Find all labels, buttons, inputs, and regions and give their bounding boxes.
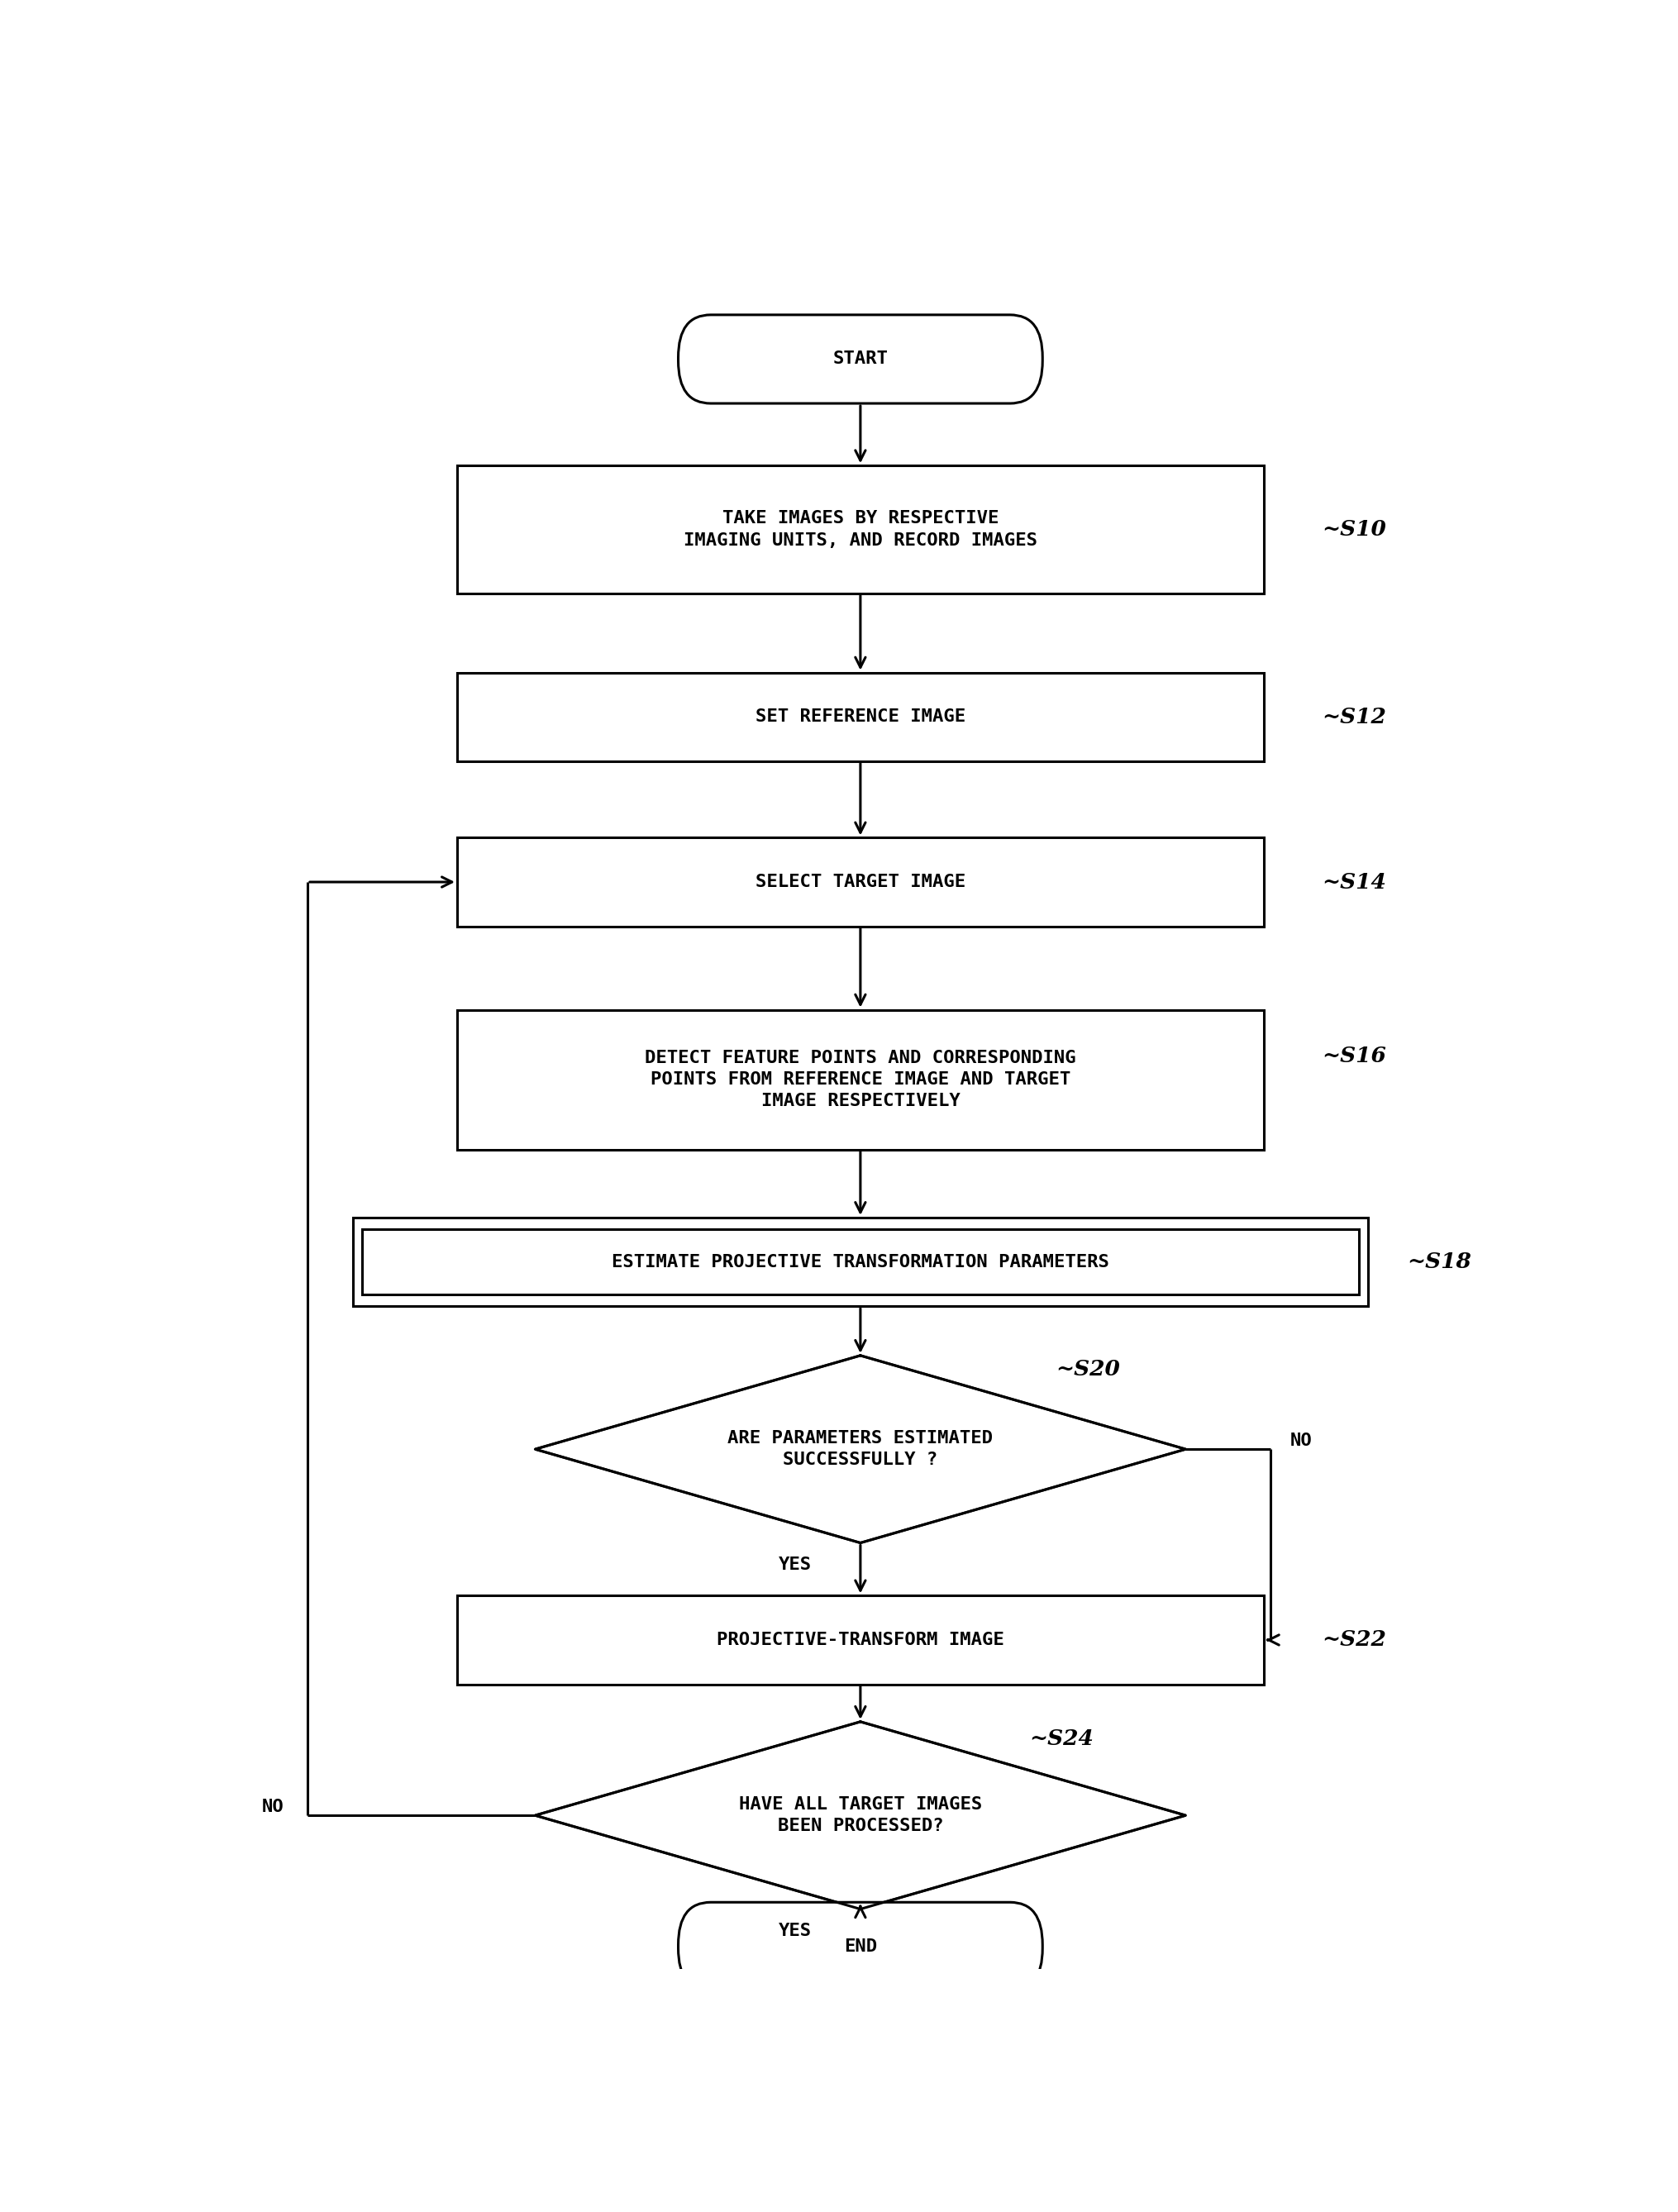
Text: ARE PARAMETERS ESTIMATED
SUCCESSFULLY ?: ARE PARAMETERS ESTIMATED SUCCESSFULLY ? xyxy=(727,1429,993,1469)
Text: YES: YES xyxy=(779,1557,812,1573)
Polygon shape xyxy=(535,1721,1185,1909)
Text: NO: NO xyxy=(1289,1433,1311,1449)
Text: YES: YES xyxy=(779,1922,812,1940)
Bar xyxy=(456,1595,1264,1683)
Text: HAVE ALL TARGET IMAGES
BEEN PROCESSED?: HAVE ALL TARGET IMAGES BEEN PROCESSED? xyxy=(738,1796,982,1834)
FancyBboxPatch shape xyxy=(678,314,1042,403)
Text: ESTIMATE PROJECTIVE TRANSFORMATION PARAMETERS: ESTIMATE PROJECTIVE TRANSFORMATION PARAM… xyxy=(611,1254,1109,1270)
Polygon shape xyxy=(535,1356,1185,1544)
Bar xyxy=(362,1230,1358,1294)
Text: SELECT TARGET IMAGE: SELECT TARGET IMAGE xyxy=(755,874,965,889)
Bar xyxy=(456,838,1264,927)
Bar xyxy=(456,1009,1264,1150)
Text: ~S18: ~S18 xyxy=(1406,1252,1470,1272)
Bar xyxy=(456,465,1264,593)
Text: SET REFERENCE IMAGE: SET REFERENCE IMAGE xyxy=(755,708,965,726)
Text: ~S22: ~S22 xyxy=(1322,1630,1386,1650)
Text: ~S16: ~S16 xyxy=(1322,1046,1386,1066)
Text: END: END xyxy=(844,1938,876,1955)
Text: DETECT FEATURE POINTS AND CORRESPONDING
POINTS FROM REFERENCE IMAGE AND TARGET
I: DETECT FEATURE POINTS AND CORRESPONDING … xyxy=(644,1048,1076,1110)
Text: ~S24: ~S24 xyxy=(1029,1728,1094,1750)
Text: START: START xyxy=(832,352,888,367)
Text: ~S10: ~S10 xyxy=(1322,520,1386,540)
Text: NO: NO xyxy=(262,1798,284,1816)
Text: PROJECTIVE-TRANSFORM IMAGE: PROJECTIVE-TRANSFORM IMAGE xyxy=(717,1632,1003,1648)
Text: ~S14: ~S14 xyxy=(1322,872,1386,891)
Bar xyxy=(352,1217,1368,1305)
Text: TAKE IMAGES BY RESPECTIVE
IMAGING UNITS, AND RECORD IMAGES: TAKE IMAGES BY RESPECTIVE IMAGING UNITS,… xyxy=(683,511,1037,549)
Bar xyxy=(456,672,1264,761)
Text: ~S20: ~S20 xyxy=(1055,1358,1119,1380)
Text: ~S12: ~S12 xyxy=(1322,706,1386,728)
FancyBboxPatch shape xyxy=(678,1902,1042,1991)
